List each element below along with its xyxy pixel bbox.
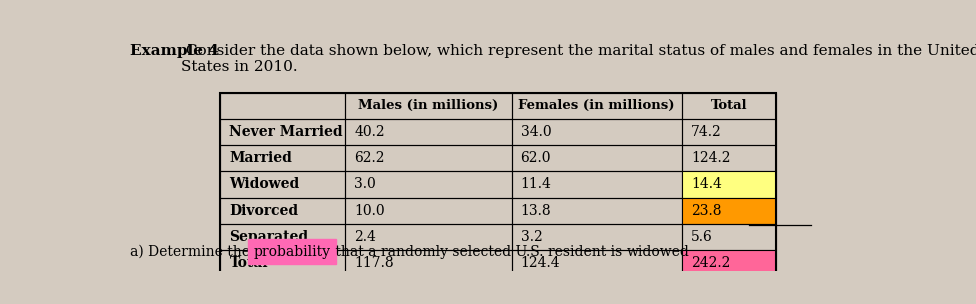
- Bar: [346, 93, 511, 119]
- Text: that a randomly selected U.S. resident is: that a randomly selected U.S. resident i…: [331, 245, 627, 259]
- Bar: [511, 171, 681, 198]
- Text: widowed: widowed: [627, 245, 689, 259]
- Bar: [221, 93, 776, 276]
- Text: Divorced: Divorced: [229, 204, 299, 218]
- Bar: [221, 119, 346, 145]
- Text: Total: Total: [711, 99, 748, 112]
- Bar: [681, 250, 776, 276]
- Text: 3.0: 3.0: [354, 178, 376, 192]
- Text: 117.8: 117.8: [354, 256, 394, 270]
- Bar: [221, 198, 346, 224]
- Bar: [221, 171, 346, 198]
- Bar: [681, 119, 776, 145]
- Bar: [681, 198, 776, 224]
- Bar: [221, 93, 346, 119]
- Text: Widowed: Widowed: [229, 178, 300, 192]
- Text: 11.4: 11.4: [520, 178, 551, 192]
- Text: Never Married: Never Married: [229, 125, 343, 139]
- Text: 62.2: 62.2: [354, 151, 385, 165]
- Text: 74.2: 74.2: [691, 125, 721, 139]
- Bar: [681, 145, 776, 171]
- Text: 10.0: 10.0: [354, 204, 385, 218]
- Text: Separated: Separated: [229, 230, 308, 244]
- Text: 40.2: 40.2: [354, 125, 385, 139]
- Bar: [346, 171, 511, 198]
- Bar: [346, 145, 511, 171]
- Bar: [346, 198, 511, 224]
- Text: Consider the data shown below, which represent the marital status of males and f: Consider the data shown below, which rep…: [181, 43, 976, 74]
- Bar: [221, 145, 346, 171]
- Text: Total: Total: [229, 256, 268, 270]
- Bar: [221, 250, 346, 276]
- Text: Females (in millions): Females (in millions): [518, 99, 674, 112]
- Bar: [511, 93, 681, 119]
- Text: 124.2: 124.2: [691, 151, 730, 165]
- Bar: [681, 224, 776, 250]
- Bar: [346, 224, 511, 250]
- Text: 5.6: 5.6: [691, 230, 712, 244]
- Text: Example 4: Example 4: [130, 43, 219, 57]
- Text: 13.8: 13.8: [520, 204, 551, 218]
- Bar: [511, 145, 681, 171]
- Bar: [511, 119, 681, 145]
- Bar: [346, 250, 511, 276]
- Bar: [511, 224, 681, 250]
- Text: 14.4: 14.4: [691, 178, 721, 192]
- Text: a) Determine the: a) Determine the: [130, 245, 254, 259]
- Text: 34.0: 34.0: [520, 125, 551, 139]
- Bar: [346, 119, 511, 145]
- Text: 23.8: 23.8: [691, 204, 721, 218]
- Text: 62.0: 62.0: [520, 151, 551, 165]
- Bar: [681, 171, 776, 198]
- Text: probability: probability: [254, 245, 331, 259]
- Text: 124.4: 124.4: [520, 256, 560, 270]
- Bar: [681, 93, 776, 119]
- Text: 3.2: 3.2: [520, 230, 543, 244]
- Bar: [221, 224, 346, 250]
- Text: Married: Married: [229, 151, 292, 165]
- Text: Males (in millions): Males (in millions): [358, 99, 499, 112]
- Text: 2.4: 2.4: [354, 230, 376, 244]
- Bar: [511, 198, 681, 224]
- Bar: [511, 250, 681, 276]
- Text: 242.2: 242.2: [691, 256, 730, 270]
